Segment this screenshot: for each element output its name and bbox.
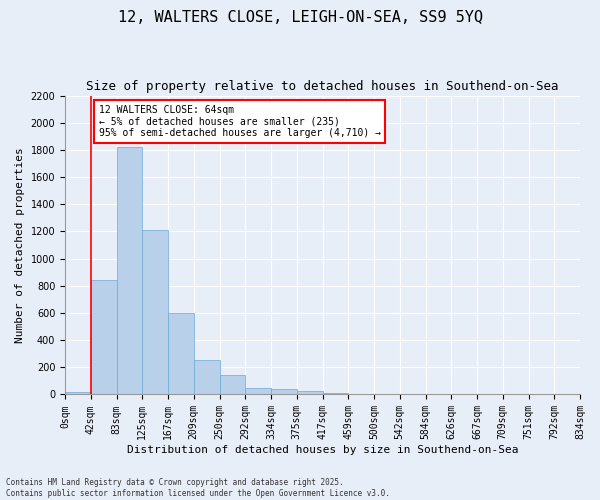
Y-axis label: Number of detached properties: Number of detached properties	[15, 147, 25, 343]
Text: 12, WALTERS CLOSE, LEIGH-ON-SEA, SS9 5YQ: 12, WALTERS CLOSE, LEIGH-ON-SEA, SS9 5YQ	[118, 10, 482, 25]
X-axis label: Distribution of detached houses by size in Southend-on-Sea: Distribution of detached houses by size …	[127, 445, 518, 455]
Bar	[168, 313, 194, 394]
Bar	[297, 390, 323, 394]
Bar	[91, 280, 116, 394]
Bar	[245, 388, 271, 394]
Bar	[271, 390, 297, 394]
Bar	[116, 147, 142, 394]
Text: 12 WALTERS CLOSE: 64sqm
← 5% of detached houses are smaller (235)
95% of semi-de: 12 WALTERS CLOSE: 64sqm ← 5% of detached…	[98, 105, 380, 138]
Bar	[142, 230, 168, 394]
Bar	[65, 392, 91, 394]
Text: Contains HM Land Registry data © Crown copyright and database right 2025.
Contai: Contains HM Land Registry data © Crown c…	[6, 478, 390, 498]
Title: Size of property relative to detached houses in Southend-on-Sea: Size of property relative to detached ho…	[86, 80, 559, 93]
Bar	[194, 360, 220, 394]
Bar	[220, 376, 245, 394]
Bar	[323, 393, 348, 394]
